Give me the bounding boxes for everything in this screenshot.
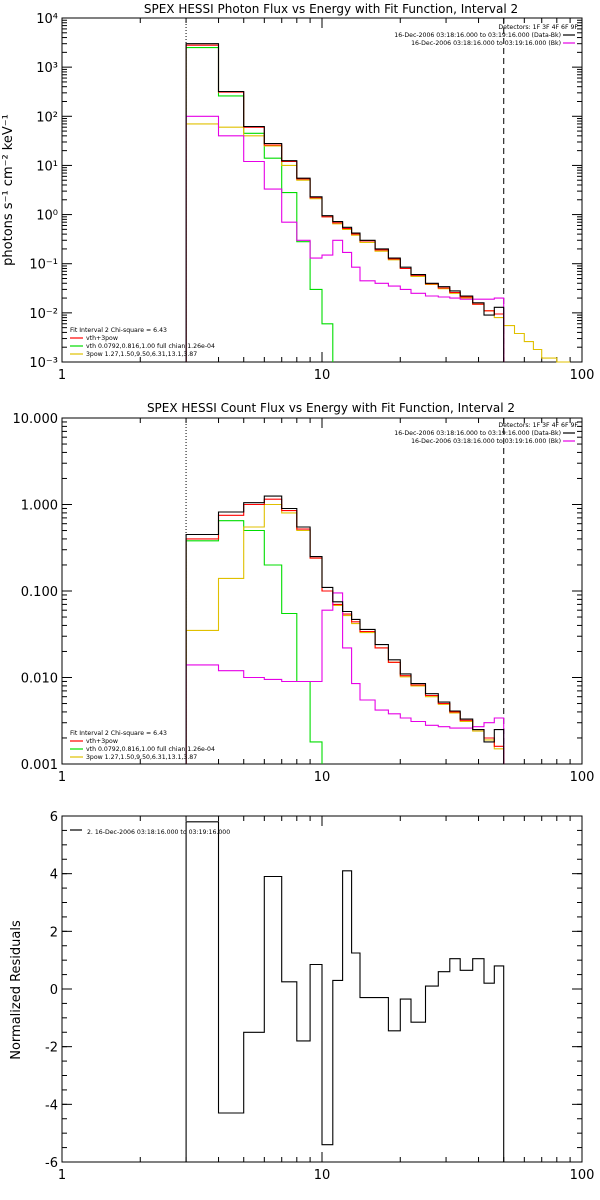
photon-flux-y-tick-label: 10⁴ [36,12,58,27]
residuals-y-tick-label: 6 [50,810,58,825]
photon-flux-ylabel: photons s⁻¹ cm⁻² keV⁻¹ [1,114,16,266]
count-flux-legend-top-entry-2: 16-Dec-2006 03:18:16.000 to 03:19:16.000… [411,438,561,445]
photon-flux-series-2 [185,47,334,362]
count-flux-x-tick-label: 1 [58,770,66,785]
count-flux-series-4 [185,592,505,764]
photon-flux-title: SPEX HESSI Photon Flux vs Energy with Fi… [144,2,518,16]
count-flux-legend-bottom-header: Fit Interval 2 Chi-square = 6.43 [70,730,167,737]
count-flux-y-tick-label: 10.000 [13,412,59,427]
count-flux-series-2 [185,520,323,764]
count-flux-y-tick-label: 1.000 [21,499,58,514]
photon-flux-legend-bottom-entry-2: vth 0.0792,0.816,1.00 full chian 1.26e-0… [86,343,215,350]
count-flux-series-0 [185,495,505,764]
photon-flux-legend-top-entry-1: 16-Dec-2006 03:18:16.000 to 03:19:16.000… [394,32,561,39]
count-flux-y-tick-label: 0.001 [21,758,58,773]
photon-flux-legend-top-entry-2: 16-Dec-2006 03:18:16.000 to 03:19:16.000… [411,40,561,47]
photon-flux-y-tick-label: 10³ [36,61,58,76]
residuals-y-tick-label: 2 [50,925,58,940]
photon-flux-x-tick-label: 1 [58,368,66,383]
photon-flux-x-tick-label: 100 [570,368,595,383]
photon-flux-y-tick-label: 10⁻³ [29,356,58,371]
count-flux-x-tick-label: 100 [570,770,595,785]
photon-flux-y-tick-label: 10⁻¹ [29,258,58,273]
residuals-y-tick-label: -2 [45,1041,58,1056]
residuals-ylabel: Normalized Residuals [9,920,24,1060]
residuals-y-tick-label: -6 [45,1156,58,1171]
photon-flux-y-tick-label: 10⁻² [29,307,58,322]
count-flux-y-tick-label: 0.100 [21,585,58,600]
residuals-legend-entry-1: 2. 16-Dec-2006 03:18:16.000 to 03:19:16.… [87,829,230,836]
photon-flux-plot: 1 10 100 10⁻³ 10⁻² 10⁻¹ 10⁰ 10¹ 10² 10³ 10⁴ [29,12,594,383]
residuals-panel: Normalized Residuals 1 10 100 -6 -4 -2 0 2 4 6 2.… [9,810,594,1183]
photon-flux-series-1 [185,44,505,362]
count-flux-series-3 [185,503,505,764]
count-flux-legend-bottom-entry-2: vth 0.0792,0.816,1.00 full chian 1.26e-0… [86,746,215,753]
residuals-y-tick-label: 0 [50,983,58,998]
photon-flux-series-4 [185,115,505,362]
photon-flux-x-tick-label: 10 [314,368,331,383]
photon-flux-legend-bottom-header: Fit Interval 2 Chi-square = 6.43 [70,327,167,334]
count-flux-plot: 1 10 100 0.001 0.010 0.100 1.000 10.000 [13,412,595,785]
count-flux-legend-bottom-entry-1: vth+3pow [86,738,118,745]
count-flux-legend-bottom-entry-3: 3pow 1.27,1.50,9.50,6.31,13.1,3.87 [86,754,197,761]
count-flux-series-1 [185,498,505,764]
count-flux-y-tick-label: 0.010 [21,672,58,687]
residuals-y-tick-label: 4 [50,868,58,883]
photon-flux-y-tick-label: 10⁰ [36,209,58,224]
count-flux-legend-top-entry-1: 16-Dec-2006 03:18:16.000 to 03:19:16.000… [394,430,561,437]
photon-flux-legend-top-header: Detectors: 1F 3F 4F 6F 9F [498,24,578,31]
residuals-x-tick-label: 100 [570,1168,595,1183]
count-flux-panel: SPEX HESSI Count Flux vs Energy with Fit… [13,401,595,785]
residuals-x-tick-label: 10 [314,1168,331,1183]
photon-flux-y-tick-label: 10² [36,110,58,125]
photon-flux-panel: SPEX HESSI Photon Flux vs Energy with Fi… [1,2,594,383]
residuals-series-0 [185,821,505,1162]
count-flux-x-tick-label: 10 [314,770,331,785]
photon-flux-y-tick-label: 10¹ [36,159,58,174]
residuals-y-tick-label: -4 [45,1098,58,1113]
residuals-plot: 1 10 100 -6 -4 -2 0 2 4 6 [45,810,594,1183]
count-flux-title: SPEX HESSI Count Flux vs Energy with Fit… [147,401,515,415]
photon-flux-legend-bottom-entry-3: 3pow 1.27,1.50,9.50,6.31,13.1,3.87 [86,351,197,358]
residuals-x-tick-label: 1 [58,1168,66,1183]
count-flux-legend-top-header: Detectors: 1F 3F 4F 6F 9F [498,422,578,429]
photon-flux-legend-bottom-entry-1: vth+3pow [86,335,118,342]
photon-flux-series-0 [185,43,505,362]
